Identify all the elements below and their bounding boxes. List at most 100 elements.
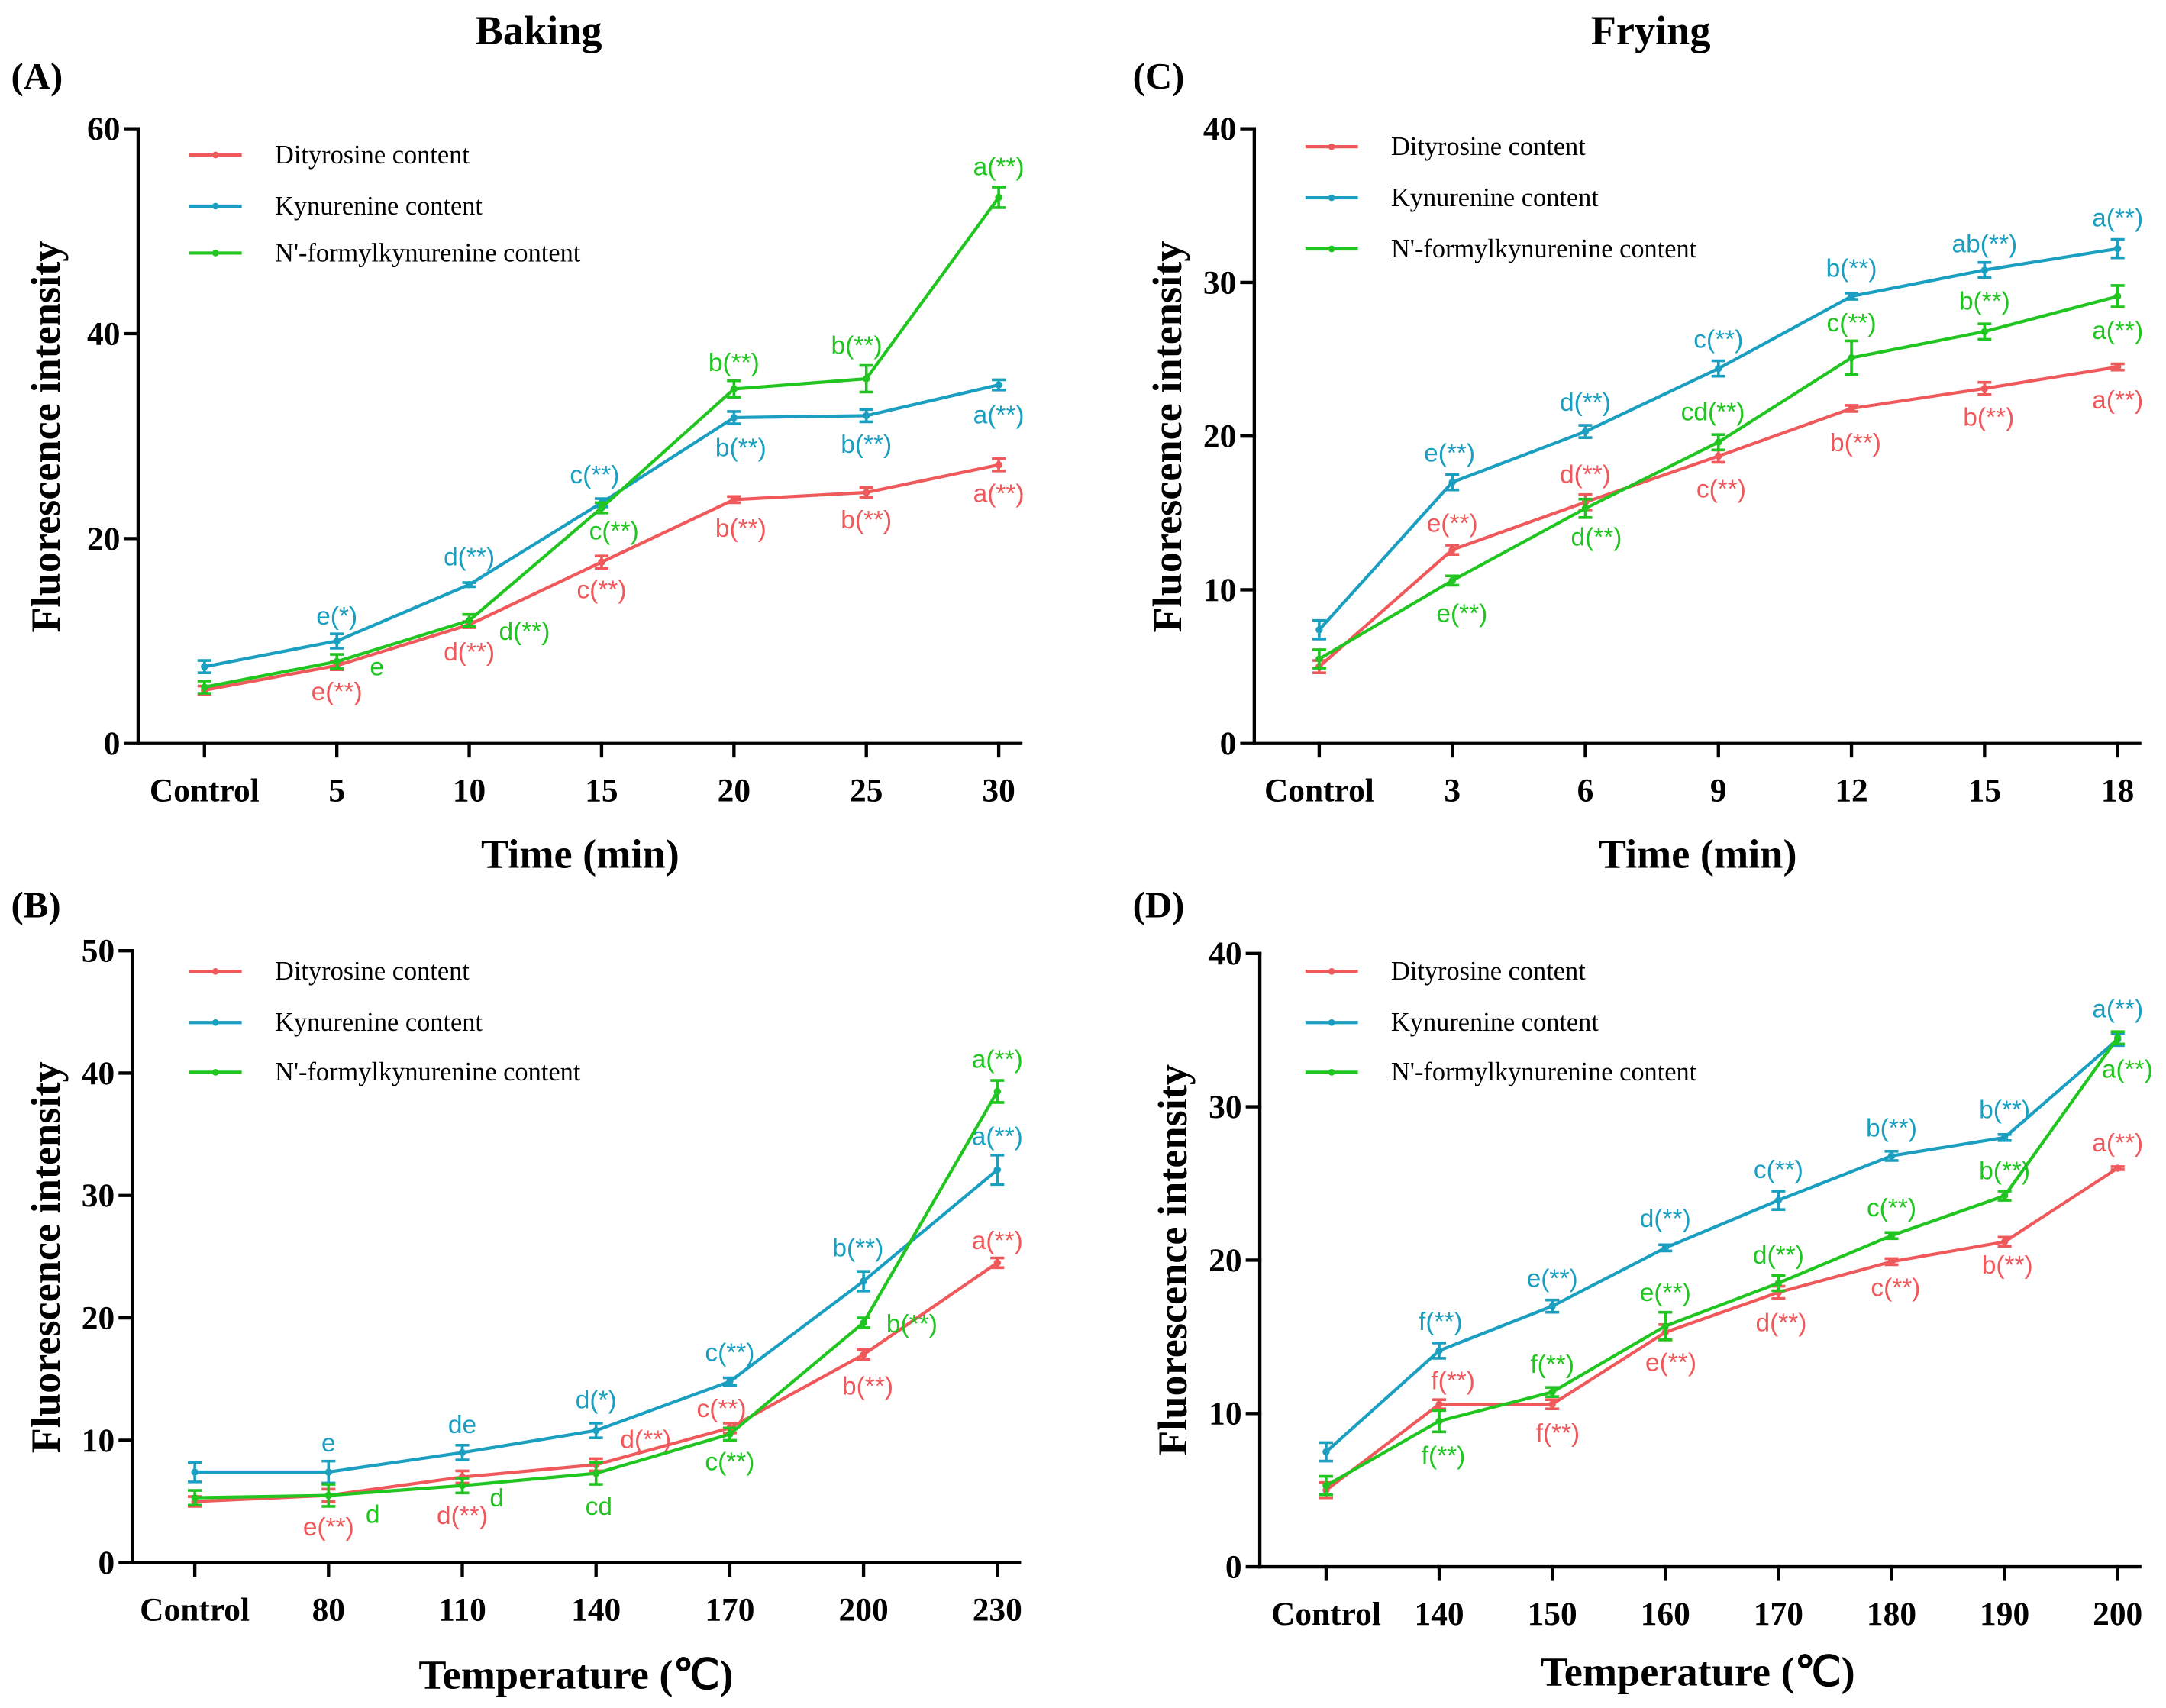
panel-b-legend-marker-kynurenine xyxy=(211,1019,219,1026)
panel-d-xtick-label-2: 150 xyxy=(1528,1596,1577,1632)
panel-c-dityrosine-point-1 xyxy=(1448,546,1456,554)
panel-d-n-formylkynurenine-sig-label-3: e(**) xyxy=(1640,1279,1691,1307)
panel-a-n-formylkynurenine-point-0 xyxy=(201,683,208,691)
panel-a-n-formylkynurenine-point-5 xyxy=(863,375,870,383)
panel-c-n-formylkynurenine-sig-label-6: a(**) xyxy=(2092,317,2143,345)
panel-b-baking-temperature: (B) Temperature (℃) Fluorescence intensi… xyxy=(11,884,1022,1698)
panel-d-legend-label-kynurenine: Kynurenine content xyxy=(1391,1008,1599,1037)
panel-a-y-axis-title: Fluorescence intensity xyxy=(23,241,69,633)
panel-b-y-axis-title: Fluorescence intensity xyxy=(23,1061,69,1453)
panel-b-n-formylkynurenine-sig-label-5: b(**) xyxy=(886,1310,938,1338)
panel-d-kynurenine-sig-label-5: b(**) xyxy=(1866,1115,1917,1143)
panel-d-x-axis-title: Temperature (℃) xyxy=(1541,1649,1855,1695)
panel-c-dityrosine-sig-label-1: e(**) xyxy=(1427,510,1478,538)
panel-a-n-formylkynurenine-point-1 xyxy=(333,657,341,666)
panel-d-dityrosine-sig-label-7: a(**) xyxy=(2092,1129,2143,1158)
panel-d-n-formylkynurenine-point-4 xyxy=(1774,1279,1783,1287)
panel-b-xtick-label-5: 200 xyxy=(839,1592,889,1629)
panel-c-ytick-label-0: 0 xyxy=(1220,725,1237,762)
panel-d-kynurenine-point-2 xyxy=(1548,1302,1556,1310)
panel-a-kynurenine-point-6 xyxy=(995,381,1002,389)
panel-d-xtick-label-4: 170 xyxy=(1754,1596,1803,1632)
panel-a-kynurenine-point-4 xyxy=(730,414,738,421)
panel-d-n-formylkynurenine-point-2 xyxy=(1548,1388,1556,1396)
panel-c-legend-item-dityrosine: Dityrosine content xyxy=(1305,132,1586,161)
panel-d-n-formylkynurenine-sig-label-1: f(**) xyxy=(1422,1442,1466,1470)
panel-c-ytick-label-3: 30 xyxy=(1203,264,1236,301)
panel-a-ytick-label-3: 60 xyxy=(87,111,120,147)
panel-b-xtick-label-2: 110 xyxy=(438,1592,486,1629)
panel-a-xtick-label-6: 30 xyxy=(982,773,1015,809)
panel-b-legend-item-kynurenine: Kynurenine content xyxy=(189,1008,483,1037)
panel-d-dityrosine-sig-label-1: f(**) xyxy=(1431,1367,1475,1395)
panel-c-dityrosine-sig-label-6: a(**) xyxy=(2092,386,2143,415)
panel-d-kynurenine-sig-label-1: f(**) xyxy=(1419,1308,1463,1336)
panel-d-n-formylkynurenine-sig-label-5: c(**) xyxy=(1867,1194,1916,1222)
panel-c-n-formylkynurenine-sig-label-2: d(**) xyxy=(1570,524,1622,552)
panel-c-legend-label-dityrosine: Dityrosine content xyxy=(1391,132,1586,161)
panel-c-legend-item-kynurenine: Kynurenine content xyxy=(1305,183,1599,212)
panel-d-n-formylkynurenine-sig-label-7: a(**) xyxy=(2102,1056,2153,1084)
panel-b-legend-marker-dityrosine xyxy=(211,967,219,975)
panel-b-n-formylkynurenine-point-5 xyxy=(860,1319,867,1327)
panel-d-kynurenine-sig-label-4: c(**) xyxy=(1754,1156,1803,1184)
panel-c-n-formylkynurenine-point-0 xyxy=(1315,655,1323,663)
panel-d-label: (D) xyxy=(1133,884,1185,926)
panel-a-legend-marker-dityrosine xyxy=(211,151,219,159)
panel-b-n-formylkynurenine-series: d d cd c(**) b(**) a(**) xyxy=(188,1046,1023,1529)
panel-d-xtick-label-3: 160 xyxy=(1641,1596,1690,1632)
panel-d-xtick-label-7: 200 xyxy=(2093,1596,2142,1632)
panel-c-label: (C) xyxy=(1133,55,1185,97)
panel-d-legend-marker-dityrosine xyxy=(1328,967,1335,975)
panel-a-ytick-label-1: 20 xyxy=(87,521,120,557)
panel-b-xtick-label-4: 170 xyxy=(705,1592,754,1629)
panel-c-kynurenine-point-0 xyxy=(1315,626,1323,634)
panel-c-dityrosine-point-6 xyxy=(2113,363,2122,371)
panel-d-legend-marker-kynurenine xyxy=(1328,1019,1335,1026)
panel-a-kynurenine-point-1 xyxy=(333,637,341,645)
panel-a-xtick-label-0: Control xyxy=(150,773,260,809)
panel-a-plot-area: 0 20 40 60 Control 5 10 15 20 25 30 e(**) d(**) c(**)… xyxy=(87,111,1025,809)
panel-d-dityrosine-sig-label-5: c(**) xyxy=(1871,1274,1920,1303)
panel-b-xtick-label-1: 80 xyxy=(312,1592,345,1629)
column-title-frying: Frying xyxy=(1591,8,1711,53)
panel-d-kynurenine-sig-label-7: a(**) xyxy=(2092,995,2143,1023)
panel-b-legend-item-dityrosine: Dityrosine content xyxy=(189,957,470,986)
panel-a-xtick-label-3: 15 xyxy=(585,773,618,809)
panel-d-n-formylkynurenine-line xyxy=(1325,1036,2119,1487)
panel-c-dityrosine-sig-label-2: d(**) xyxy=(1560,460,1611,489)
panel-d-ytick-label-3: 30 xyxy=(1209,1089,1241,1125)
panel-b-kynurenine-sig-label-5: b(**) xyxy=(832,1234,883,1262)
panel-b-n-formylkynurenine-sig-label-1: d xyxy=(366,1501,380,1529)
panel-d-kynurenine-point-1 xyxy=(1435,1347,1443,1354)
panel-c-legend-label-kynurenine: Kynurenine content xyxy=(1391,183,1599,212)
panel-c-legend-item-n-formylkynurenine: N'-formylkynurenine content xyxy=(1305,234,1697,263)
panel-d-n-formylkynurenine-point-6 xyxy=(2000,1192,2009,1199)
panel-c-n-formylkynurenine-sig-label-3: cd(**) xyxy=(1681,398,1745,426)
panel-b-n-formylkynurenine-point-0 xyxy=(191,1494,199,1502)
panel-b-n-formylkynurenine-point-2 xyxy=(458,1481,466,1490)
panel-c-xtick-label-2: 6 xyxy=(1577,773,1594,809)
panel-d-kynurenine-sig-label-2: e(**) xyxy=(1527,1264,1578,1293)
panel-a-label: (A) xyxy=(11,55,63,97)
panel-d-dityrosine-point-6 xyxy=(2000,1238,2009,1246)
panel-a-kynurenine-sig-label-3: c(**) xyxy=(570,461,619,489)
panel-a-dityrosine-point-4 xyxy=(730,496,738,504)
panel-d-dityrosine-point-1 xyxy=(1435,1400,1443,1408)
panel-c-ytick-label-2: 20 xyxy=(1203,418,1236,455)
panel-d-plot-area: 0 10 20 30 40 Control 140 150 160 170 180 190 200 f(*… xyxy=(1209,935,2153,1632)
panel-c-kynurenine-sig-label-2: d(**) xyxy=(1560,389,1611,417)
panel-b-kynurenine-point-0 xyxy=(191,1468,199,1476)
panel-a-dityrosine-point-6 xyxy=(995,461,1002,469)
panel-c-xtick-label-0: Control xyxy=(1264,773,1374,809)
panel-c-kynurenine-point-4 xyxy=(1848,292,1855,300)
panel-b-n-formylkynurenine-point-4 xyxy=(726,1430,734,1438)
panel-b-kynurenine-point-5 xyxy=(860,1277,867,1285)
panel-c-n-formylkynurenine-point-2 xyxy=(1581,505,1590,512)
panel-d-kynurenine-point-5 xyxy=(1887,1152,1896,1160)
panel-c-ytick-label-1: 10 xyxy=(1203,572,1236,609)
panel-d-frying-temperature: (D) Temperature (℃) Fluorescence intensi… xyxy=(1133,884,2153,1695)
panel-b-legend-label-dityrosine: Dityrosine content xyxy=(275,957,470,986)
panel-b-xtick-label-6: 230 xyxy=(973,1592,1022,1629)
